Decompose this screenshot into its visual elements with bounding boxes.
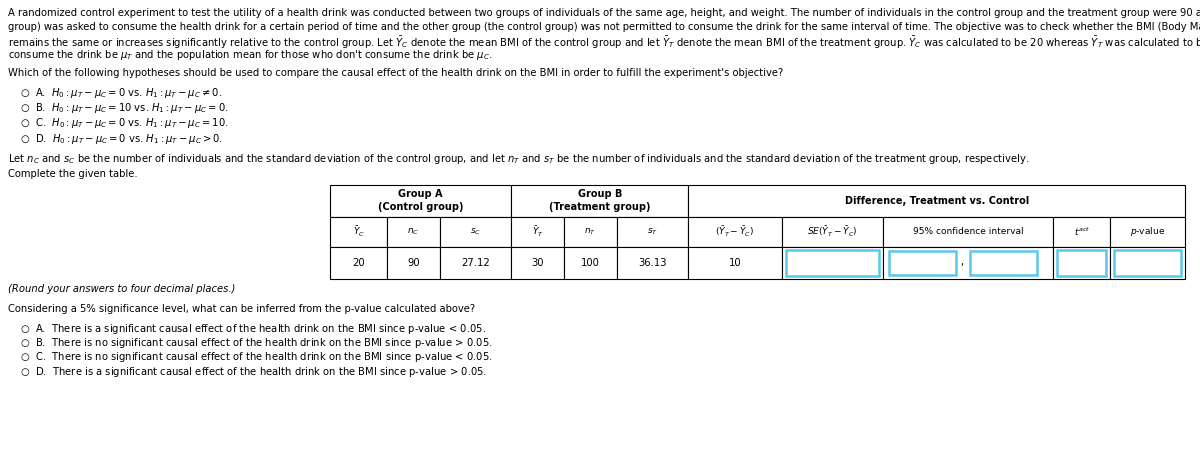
Bar <box>1110 247 1186 279</box>
Text: 36.13: 36.13 <box>638 257 667 267</box>
Text: Group B
(Treatment group): Group B (Treatment group) <box>550 189 650 211</box>
Bar <box>1054 216 1110 247</box>
Text: Which of the following hypotheses should be used to compare the causal effect of: Which of the following hypotheses should… <box>8 68 784 78</box>
Text: 30: 30 <box>532 257 544 267</box>
Bar <box>440 247 511 279</box>
Bar <box>781 216 883 247</box>
Text: $\bigcirc$  C.  $H_0: \mu_T - \mu_C = 0$ vs. $H_1: \mu_T - \mu_C = 10$.: $\bigcirc$ C. $H_0: \mu_T - \mu_C = 0$ v… <box>20 117 229 130</box>
Text: A randomized control experiment to test the utility of a health drink was conduc: A randomized control experiment to test … <box>8 8 1200 18</box>
Bar <box>689 184 1186 216</box>
Text: 95% confidence interval: 95% confidence interval <box>913 227 1024 236</box>
Text: $\bigcirc$  A.  $H_0: \mu_T - \mu_C = 0$ vs. $H_1: \mu_T - \mu_C \neq 0$.: $\bigcirc$ A. $H_0: \mu_T - \mu_C = 0$ v… <box>20 86 222 99</box>
Bar <box>330 247 388 279</box>
Bar <box>330 216 388 247</box>
Text: 90: 90 <box>407 257 420 267</box>
Bar <box>970 251 1037 274</box>
Text: ,: , <box>960 257 964 267</box>
Bar <box>689 216 781 247</box>
Text: Let $n_C$ and $s_C$ be the number of individuals and the standard deviation of t: Let $n_C$ and $s_C$ be the number of ind… <box>8 152 1030 166</box>
Bar <box>689 247 781 279</box>
Text: $t^{act}$: $t^{act}$ <box>1074 225 1090 238</box>
Text: 100: 100 <box>581 257 600 267</box>
Bar <box>889 251 956 274</box>
Text: $\bigcirc$  A.  There is a significant causal effect of the health drink on the : $\bigcirc$ A. There is a significant cau… <box>20 321 486 336</box>
Text: consume the drink be $\mu_T$ and the population mean for those who don't consume: consume the drink be $\mu_T$ and the pop… <box>8 49 492 63</box>
Bar <box>511 184 689 216</box>
Bar <box>617 247 689 279</box>
Bar <box>440 216 511 247</box>
Text: $\bigcirc$  D.  $H_0: \mu_T - \mu_C = 0$ vs. $H_1: \mu_T - \mu_C > 0$.: $\bigcirc$ D. $H_0: \mu_T - \mu_C = 0$ v… <box>20 132 223 146</box>
Bar <box>511 247 564 279</box>
Text: remains the same or increases significantly relative to the control group. Let $: remains the same or increases significan… <box>8 35 1200 51</box>
Bar <box>883 216 1054 247</box>
Bar <box>1115 249 1181 275</box>
Text: (Round your answers to four decimal places.): (Round your answers to four decimal plac… <box>8 284 235 294</box>
Bar <box>1054 247 1110 279</box>
Text: $\bigcirc$  B.  $H_0: \mu_T - \mu_C = 10$ vs. $H_1: \mu_T - \mu_C = 0$.: $\bigcirc$ B. $H_0: \mu_T - \mu_C = 10$ … <box>20 101 228 115</box>
Text: $\bigcirc$  B.  There is no significant causal effect of the health drink on the: $\bigcirc$ B. There is no significant ca… <box>20 336 492 350</box>
Text: 10: 10 <box>728 257 742 267</box>
Text: Considering a 5% significance level, what can be inferred from the p-value calcu: Considering a 5% significance level, wha… <box>8 304 475 314</box>
Bar <box>617 216 689 247</box>
Text: $\bar{Y}_T$: $\bar{Y}_T$ <box>532 224 544 238</box>
Text: Group A
(Control group): Group A (Control group) <box>378 189 463 211</box>
Text: Complete the given table.: Complete the given table. <box>8 169 138 179</box>
Bar <box>1110 216 1186 247</box>
Text: $\bar{Y}_C$: $\bar{Y}_C$ <box>353 224 365 238</box>
Text: Difference, Treatment vs. Control: Difference, Treatment vs. Control <box>845 195 1028 206</box>
Text: 27.12: 27.12 <box>461 257 490 267</box>
Text: 20: 20 <box>353 257 365 267</box>
Bar <box>1057 249 1106 275</box>
Text: $n_C$: $n_C$ <box>408 226 420 237</box>
Text: $(\bar{Y}_T - \bar{Y}_C)$: $(\bar{Y}_T - \bar{Y}_C)$ <box>715 224 755 238</box>
Bar <box>564 216 617 247</box>
Text: $SE(\bar{Y}_T - \bar{Y}_C)$: $SE(\bar{Y}_T - \bar{Y}_C)$ <box>806 224 858 238</box>
Text: group) was asked to consume the health drink for a certain period of time and th: group) was asked to consume the health d… <box>8 22 1200 32</box>
Bar <box>388 247 440 279</box>
Bar <box>781 247 883 279</box>
Text: $s_C$: $s_C$ <box>470 226 481 237</box>
Bar <box>511 216 564 247</box>
Text: $s_T$: $s_T$ <box>647 226 658 237</box>
Text: $n_T$: $n_T$ <box>584 226 596 237</box>
Bar <box>883 247 1054 279</box>
Bar <box>388 216 440 247</box>
Bar <box>330 184 511 216</box>
Bar <box>564 247 617 279</box>
Text: $p$-value: $p$-value <box>1130 225 1165 238</box>
Text: $\bigcirc$  D.  There is a significant causal effect of the health drink on the : $\bigcirc$ D. There is a significant cau… <box>20 365 487 379</box>
Bar <box>786 249 878 275</box>
Text: $\bigcirc$  C.  There is no significant causal effect of the health drink on the: $\bigcirc$ C. There is no significant ca… <box>20 351 493 364</box>
